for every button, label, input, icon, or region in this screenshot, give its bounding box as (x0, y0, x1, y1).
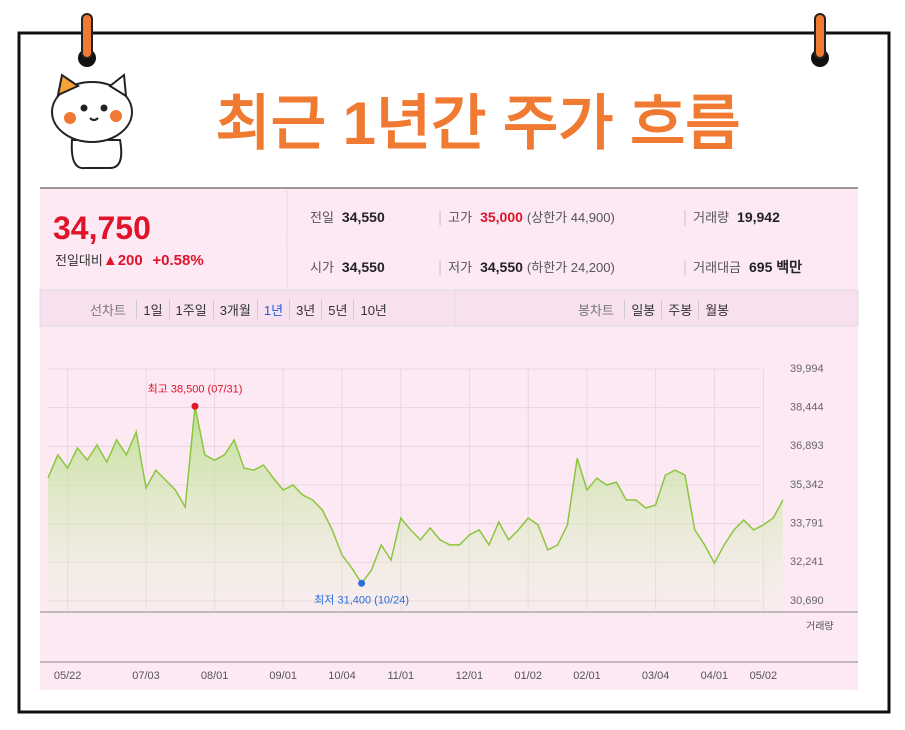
binder-rings (78, 13, 829, 67)
change-pct: +0.58% (152, 252, 204, 269)
period-tab[interactable]: 3개월 (212, 300, 257, 319)
x-tick-label: 12/01 (456, 670, 484, 682)
quote-label: 전일 (310, 210, 334, 225)
quote-value: 19,942 (737, 209, 780, 225)
change-label: 전일대비 (55, 253, 103, 268)
separator: | (683, 209, 688, 226)
low-label: 최저 31,400 (10/24) (314, 593, 409, 606)
period-tabs: 선차트 1일 1주일 3개월 1년 3년 5년 10년 (84, 300, 393, 320)
quote-note: (하한가 24,200) (526, 260, 615, 275)
tab-label: 봉차트 (578, 303, 614, 318)
y-tick-label: 36,893 (790, 440, 824, 452)
price: 34,750 (53, 210, 151, 246)
chart: 30,690 32,241 33,791 35,342 36,893 38,444 39,9… (40, 363, 858, 682)
quote-value: 34,550 (480, 259, 523, 275)
change: 200 (117, 252, 143, 269)
period-tab[interactable]: 3년 (289, 300, 321, 319)
y-tick-label: 35,342 (790, 479, 824, 491)
candle-tabs: 봉차트 일봉 주봉 월봉 (572, 300, 735, 320)
high-marker (191, 402, 199, 410)
volume-label: 거래량 (806, 621, 834, 633)
cat-illustration (51, 73, 133, 170)
period-tab[interactable]: 1일 (136, 300, 168, 319)
x-tick-label: 03/04 (642, 670, 670, 682)
high-label: 최고 38,500 (07/31) (148, 382, 243, 395)
y-tick-label: 33,791 (790, 518, 824, 530)
x-tick-label: 09/01 (269, 670, 297, 682)
page-title: 최근 1년간 주가 흐름 (216, 90, 741, 157)
quote-label: 저가 (448, 260, 473, 275)
low-marker (358, 579, 366, 587)
x-tick-label: 01/02 (514, 670, 542, 682)
change-row: 전일대비▲200 +0.58% (55, 250, 204, 269)
x-tick-label: 05/02 (750, 670, 778, 682)
quote-cell: | 고가 35,000 (상한가 44,900) (438, 207, 615, 227)
candle-tab[interactable]: 주봉 (661, 300, 698, 319)
quote-cell: 시가 34,550 (310, 257, 385, 277)
x-tick-label: 04/01 (701, 670, 729, 682)
period-tab[interactable]: 1년 (256, 300, 289, 319)
tab-label: 선차트 (90, 303, 126, 318)
up-arrow: ▲ (102, 252, 118, 269)
price-area (48, 406, 783, 610)
period-tab[interactable]: 10년 (353, 300, 392, 319)
candle-tab[interactable]: 일봉 (624, 300, 661, 319)
x-tick-label: 11/01 (387, 670, 414, 682)
x-tick-label: 02/01 (573, 670, 601, 682)
period-tab[interactable]: 1주일 (168, 300, 213, 319)
quote-value: 695 백만 (749, 259, 803, 275)
quote-cell: 전일 34,550 (310, 207, 385, 227)
candle-tab[interactable]: 월봉 (698, 300, 735, 319)
x-tick-label: 07/03 (132, 670, 160, 682)
y-tick-label: 32,241 (790, 556, 824, 568)
x-tick-label: 08/01 (201, 670, 229, 682)
quote-label: 거래대금 (693, 260, 741, 275)
quote-label: 고가 (448, 210, 473, 225)
y-tick-label: 38,444 (790, 402, 824, 414)
price-line (47, 406, 784, 585)
separator: | (438, 209, 443, 226)
separator: | (683, 259, 688, 276)
y-tick-label: 30,690 (790, 595, 824, 607)
y-tick-label: 39,994 (790, 363, 824, 375)
quote-cell: | 저가 34,550 (하한가 24,200) (438, 257, 615, 277)
quote-label: 거래량 (693, 210, 730, 225)
quote-cell: | 거래대금 695 백만 (683, 257, 802, 277)
x-tick-label: 10/04 (328, 670, 356, 682)
quote-label: 시가 (310, 260, 334, 275)
period-tab[interactable]: 5년 (321, 300, 353, 319)
quote-cell: | 거래량 19,942 (683, 207, 780, 227)
separator: | (438, 259, 443, 276)
quote-note: (상한가 44,900) (526, 210, 615, 225)
quote-value: 34,550 (341, 259, 385, 275)
x-tick-label: 05/22 (54, 670, 82, 682)
tab-bar (39, 289, 859, 327)
quote-value: 34,550 (341, 209, 385, 225)
quote-value: 35,000 (480, 209, 523, 225)
